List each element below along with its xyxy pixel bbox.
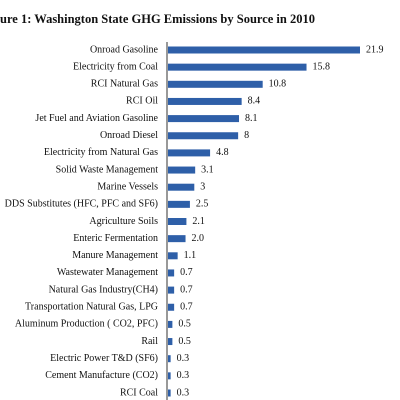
value-label: 8.4: [248, 96, 261, 107]
category-label: Marine Vessels: [97, 181, 158, 192]
category-label: Agriculture Soils: [89, 216, 158, 227]
value-label: 8.1: [245, 113, 258, 124]
bar: [168, 218, 187, 225]
value-label: 15.8: [313, 61, 331, 72]
chart-title: ure 1: Washington State GHG Emissions by…: [0, 12, 315, 26]
category-label: Jet Fuel and Aviation Gasoline: [35, 113, 158, 124]
value-label: 0.3: [177, 370, 190, 381]
bar: [168, 46, 360, 54]
bar: [168, 200, 190, 208]
category-label: RCI Coal: [120, 387, 158, 398]
value-label: 4.8: [216, 147, 229, 158]
category-label: Enteric Fermentation: [73, 233, 158, 244]
value-label: 10.8: [269, 79, 287, 90]
bar: [168, 166, 196, 174]
value-label: 8: [244, 130, 249, 141]
value-label: 0.5: [178, 336, 191, 347]
category-label: Electricity from Coal: [73, 61, 158, 72]
category-label: Natural Gas Industry(CH4): [49, 284, 158, 295]
value-label: 0.7: [180, 267, 193, 278]
value-label: 2.1: [192, 216, 205, 227]
bar: [168, 338, 173, 346]
category-label: Solid Waste Management: [56, 164, 159, 175]
bar: [168, 252, 178, 260]
bar: [168, 97, 242, 105]
category-label: Aluminum Production ( CO2, PFC): [15, 319, 158, 330]
bar: [168, 235, 186, 243]
bar: [168, 303, 175, 311]
category-label: Onroad Gasoline: [90, 44, 159, 55]
value-label: 0.7: [180, 302, 193, 313]
category-label: Cement Manufacture (CO2): [45, 370, 158, 381]
value-label: 2.5: [196, 199, 209, 210]
bar: [168, 115, 240, 123]
bar: [168, 183, 195, 191]
category-label: RCI Oil: [126, 96, 158, 107]
bar: [168, 355, 171, 363]
value-label: 0.3: [177, 353, 190, 364]
value-label: 3: [200, 181, 205, 192]
value-label: 3.1: [201, 164, 214, 175]
bar: [168, 320, 173, 328]
value-label: 21.9: [366, 44, 384, 55]
category-label: Wastewater Management: [57, 267, 158, 278]
bar: [168, 63, 307, 71]
category-label: Onroad Diesel: [100, 130, 158, 141]
bar: [168, 149, 211, 157]
value-label: 0.7: [180, 284, 193, 295]
category-label: Electricity from Natural Gas: [44, 147, 158, 158]
category-label: RCI Natural Gas: [91, 79, 158, 90]
category-label: Manure Management: [72, 250, 158, 261]
value-label: 1.1: [184, 250, 197, 261]
value-label: 0.5: [178, 319, 191, 330]
bar: [168, 269, 175, 277]
category-label: Transportation Natural Gas, LPG: [25, 302, 158, 313]
category-label: Rail: [141, 336, 158, 347]
category-label: Electric Power T&D (SF6): [50, 353, 158, 364]
category-label: DDS Substitutes (HFC, PFC and SF6): [5, 199, 158, 210]
bar: [168, 80, 263, 88]
value-label: 0.3: [177, 387, 190, 398]
value-label: 2.0: [192, 233, 205, 244]
bar: [168, 132, 239, 140]
bar: [168, 372, 171, 380]
bar: [168, 389, 171, 397]
bar: [168, 286, 175, 294]
